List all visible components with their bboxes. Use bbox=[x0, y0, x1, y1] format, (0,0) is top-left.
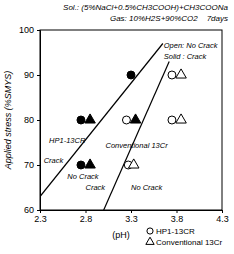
x-tick-mark bbox=[177, 210, 178, 213]
annotation: Crack bbox=[86, 183, 107, 192]
annotation: Solid : Crack bbox=[164, 52, 208, 61]
x-axis-title: (pH) bbox=[112, 230, 130, 240]
title: Sol.: (5%NaCl+0.5%CH3COOH)+CH3COONa bbox=[63, 3, 228, 12]
y-tick-mark bbox=[37, 210, 40, 211]
y-tick: 90 bbox=[24, 70, 40, 80]
legend-marker bbox=[146, 237, 154, 244]
x-tick: 2.8 bbox=[80, 210, 93, 224]
legend: HP1-13CR Conventional 13Cr bbox=[146, 227, 223, 247]
x-tick-label: 3.8 bbox=[171, 214, 184, 224]
plot-area bbox=[40, 44, 186, 211]
x-tick-label: 2.8 bbox=[80, 214, 93, 224]
y-tick-label: 70 bbox=[24, 160, 34, 170]
y-tick: 70 bbox=[24, 160, 40, 170]
annotation: Conventional 13Cr bbox=[106, 141, 169, 150]
point bbox=[130, 114, 141, 123]
x-tick-mark bbox=[222, 210, 223, 213]
x-tick: 2.3 bbox=[34, 210, 47, 224]
x-tick-mark bbox=[131, 210, 132, 213]
point bbox=[176, 69, 187, 78]
y-tick-label: 100 bbox=[19, 25, 34, 35]
x-tick: 3.8 bbox=[171, 210, 184, 224]
y-tick: 80 bbox=[24, 115, 40, 125]
x-tick-label: 3.3 bbox=[125, 214, 138, 224]
y-axis-title: Applied stress (%SMYS) bbox=[3, 71, 13, 171]
plot-frame bbox=[40, 30, 222, 210]
x-axis-line bbox=[41, 211, 223, 214]
annotation: Crack bbox=[44, 156, 65, 165]
y-tick-label: 60 bbox=[24, 205, 34, 215]
y-tick-label: 90 bbox=[24, 70, 34, 80]
x-tick-label: 4.3 bbox=[216, 214, 229, 224]
y-tick-mark bbox=[37, 120, 40, 121]
y-tick: 60 bbox=[24, 205, 40, 215]
point bbox=[122, 116, 130, 124]
annotation: HP1-13CR bbox=[49, 136, 86, 145]
boundary-line bbox=[104, 62, 170, 211]
legend-marker bbox=[147, 228, 153, 234]
point bbox=[168, 71, 176, 79]
subtitle: Gas: 10%H2S+90%CO2 7days bbox=[110, 14, 228, 23]
y-tick: 100 bbox=[19, 25, 40, 35]
y-tick-mark bbox=[37, 75, 40, 76]
point bbox=[168, 116, 176, 124]
point bbox=[127, 71, 135, 79]
point bbox=[128, 159, 139, 168]
x-tick-mark bbox=[86, 210, 87, 213]
point bbox=[176, 114, 187, 123]
point bbox=[77, 116, 85, 124]
point bbox=[77, 161, 85, 169]
y-axis-line bbox=[37, 31, 41, 211]
annotation: No Crack bbox=[67, 172, 100, 181]
y-axis: 60 70 80 90 100 bbox=[19, 25, 41, 215]
point bbox=[85, 114, 96, 123]
legend-label: HP1-13CR bbox=[156, 227, 195, 236]
point bbox=[85, 159, 96, 168]
x-tick: 4.3 bbox=[216, 210, 229, 224]
y-tick-label: 80 bbox=[24, 115, 34, 125]
x-axis: 2.3 2.8 3.3 3.8 4.3 bbox=[34, 210, 229, 224]
y-tick-mark bbox=[37, 30, 40, 31]
boundary-line bbox=[40, 44, 163, 197]
y-tick-mark bbox=[37, 165, 40, 166]
x-tick-label: 2.3 bbox=[34, 214, 47, 224]
x-tick: 3.3 bbox=[125, 210, 138, 224]
chart: Sol.: (5%NaCl+0.5%CH3COOH)+CH3COONa Gas: … bbox=[0, 0, 234, 254]
annotation: Open: No Crack bbox=[164, 41, 219, 50]
annotation: No Crack bbox=[131, 183, 164, 192]
legend-label: Conventional 13Cr bbox=[156, 238, 223, 247]
